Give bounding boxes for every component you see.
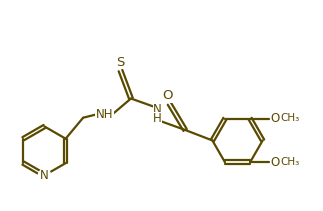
Text: O: O — [270, 156, 279, 169]
Text: N: N — [153, 103, 162, 116]
Text: NH: NH — [96, 108, 113, 121]
Text: CH₃: CH₃ — [280, 113, 300, 123]
Text: S: S — [116, 56, 125, 69]
Text: O: O — [162, 89, 173, 102]
Text: N: N — [40, 169, 49, 182]
Text: O: O — [270, 112, 279, 125]
Text: H: H — [153, 112, 162, 125]
Text: CH₃: CH₃ — [280, 157, 300, 166]
